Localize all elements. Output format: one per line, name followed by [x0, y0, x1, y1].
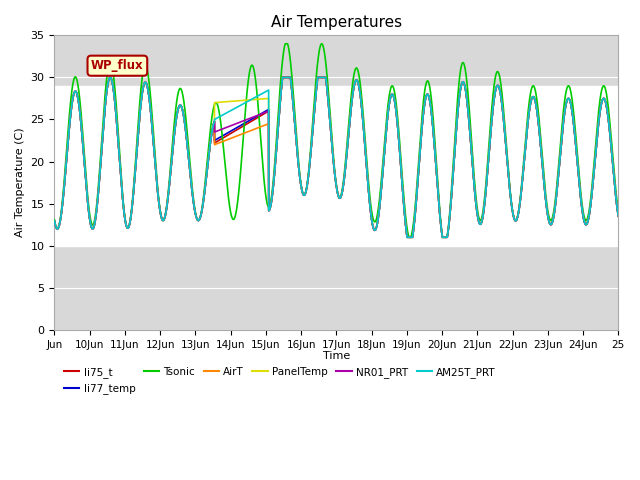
Text: WP_flux: WP_flux	[91, 59, 144, 72]
Y-axis label: Air Temperature (C): Air Temperature (C)	[15, 128, 25, 238]
Title: Air Temperatures: Air Temperatures	[271, 15, 402, 30]
Bar	[54, 86, 618, 246]
Legend: li75_t, li77_temp, Tsonic, AirT, PanelTemp, NR01_PRT, AM25T_PRT: li75_t, li77_temp, Tsonic, AirT, PanelTe…	[60, 363, 500, 398]
X-axis label: Time: Time	[323, 351, 350, 361]
